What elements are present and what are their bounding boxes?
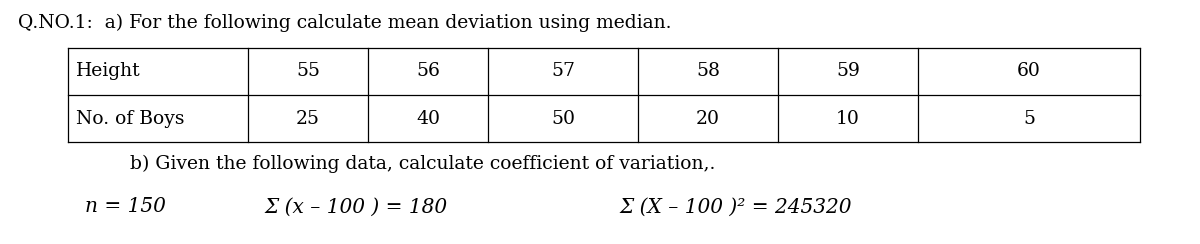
Text: 40: 40 xyxy=(416,110,440,128)
Text: 56: 56 xyxy=(416,62,440,81)
Text: 60: 60 xyxy=(1018,62,1040,81)
Text: b) Given the following data, calculate coefficient of variation,.: b) Given the following data, calculate c… xyxy=(130,155,715,173)
Text: 57: 57 xyxy=(551,62,575,81)
Text: 20: 20 xyxy=(696,110,720,128)
Text: 25: 25 xyxy=(296,110,320,128)
Text: Q.NO.1:  a) For the following calculate mean deviation using median.: Q.NO.1: a) For the following calculate m… xyxy=(18,14,672,32)
Text: Σ (X – 100 )² = 245320: Σ (X – 100 )² = 245320 xyxy=(620,197,852,216)
Text: 50: 50 xyxy=(551,110,575,128)
Text: Height: Height xyxy=(76,62,140,81)
Text: 58: 58 xyxy=(696,62,720,81)
Text: 10: 10 xyxy=(836,110,860,128)
Text: 59: 59 xyxy=(836,62,860,81)
Text: 5: 5 xyxy=(1022,110,1034,128)
Text: No. of Boys: No. of Boys xyxy=(76,110,185,128)
Text: Σ (x – 100 ) = 180: Σ (x – 100 ) = 180 xyxy=(265,197,448,216)
Text: n = 150: n = 150 xyxy=(85,197,166,216)
Text: 55: 55 xyxy=(296,62,320,81)
